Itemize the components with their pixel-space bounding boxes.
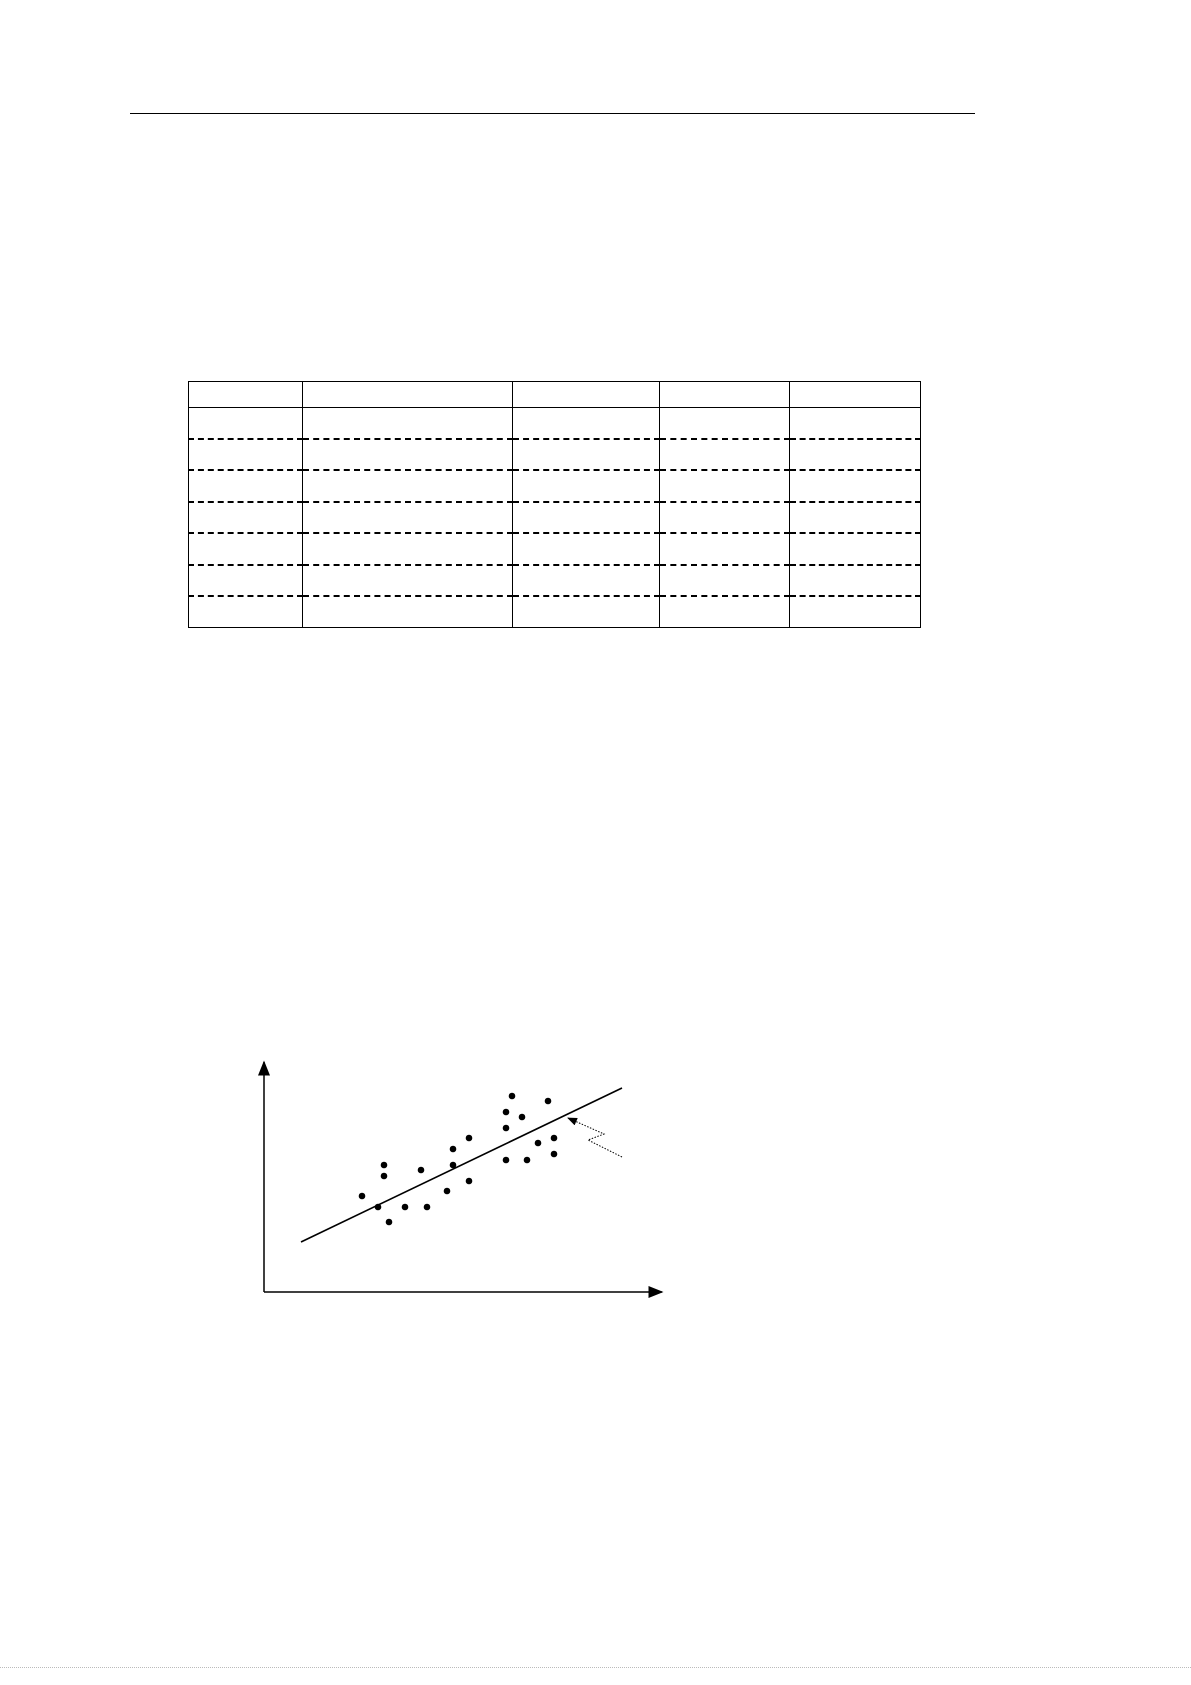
data-point bbox=[449, 1145, 457, 1153]
table-cell bbox=[789, 533, 921, 566]
data-point bbox=[358, 1192, 366, 1200]
table-cell bbox=[659, 501, 791, 534]
table-cell bbox=[187, 501, 304, 534]
table-cell bbox=[512, 407, 661, 440]
data-point bbox=[502, 1124, 510, 1132]
table-cell bbox=[187, 564, 304, 597]
data-point bbox=[417, 1166, 425, 1174]
data-point bbox=[443, 1187, 451, 1195]
table-cell bbox=[302, 407, 514, 440]
data-point bbox=[380, 1161, 388, 1169]
data-point bbox=[385, 1218, 393, 1226]
data-point bbox=[502, 1108, 510, 1116]
table-cell bbox=[187, 533, 304, 566]
table-cell bbox=[659, 596, 791, 628]
data-point bbox=[523, 1156, 531, 1164]
table-cell bbox=[659, 407, 791, 440]
data-point bbox=[465, 1134, 473, 1142]
data-point bbox=[508, 1092, 516, 1100]
table-cell bbox=[512, 381, 661, 408]
table-cell bbox=[659, 564, 791, 597]
table-row bbox=[187, 501, 921, 534]
table-cell bbox=[512, 533, 661, 566]
table-row bbox=[187, 438, 921, 471]
table-row bbox=[187, 596, 921, 628]
fit-line bbox=[300, 1087, 623, 1243]
table-cell bbox=[302, 596, 514, 628]
table-cell bbox=[302, 564, 514, 597]
table-cell bbox=[187, 407, 304, 440]
table-row bbox=[187, 407, 921, 440]
data-point bbox=[465, 1177, 473, 1185]
table-cell bbox=[187, 381, 304, 408]
table-cell bbox=[659, 438, 791, 471]
table-cell bbox=[789, 501, 921, 534]
table-cell bbox=[512, 564, 661, 597]
table-cell bbox=[789, 596, 921, 628]
table-cell bbox=[187, 470, 304, 503]
table-row bbox=[187, 564, 921, 597]
data-point bbox=[502, 1156, 510, 1164]
table-cell bbox=[302, 470, 514, 503]
footer-rule bbox=[0, 1667, 1191, 1668]
table-cell bbox=[302, 438, 514, 471]
table-cell bbox=[789, 470, 921, 503]
header-rule bbox=[130, 113, 975, 114]
table-cell bbox=[187, 438, 304, 471]
table-cell bbox=[512, 438, 661, 471]
data-point bbox=[544, 1097, 552, 1105]
table-row bbox=[187, 470, 921, 503]
table-cell bbox=[302, 381, 514, 408]
table-cell bbox=[659, 470, 791, 503]
table-row bbox=[187, 533, 921, 566]
table-cell bbox=[789, 381, 921, 408]
table-cell bbox=[512, 596, 661, 628]
data-point bbox=[550, 1150, 558, 1158]
data-point bbox=[550, 1134, 558, 1142]
data-point bbox=[423, 1203, 431, 1211]
data-point bbox=[518, 1113, 526, 1121]
table-cell bbox=[789, 438, 921, 471]
table-cell bbox=[789, 407, 921, 440]
annotation-arrow bbox=[567, 1117, 623, 1158]
table-cell bbox=[302, 501, 514, 534]
table-header-row bbox=[187, 381, 921, 408]
data-point bbox=[401, 1203, 409, 1211]
table-cell bbox=[512, 501, 661, 534]
data-point bbox=[449, 1161, 457, 1169]
table-cell bbox=[659, 533, 791, 566]
table-cell bbox=[789, 564, 921, 597]
empty-table bbox=[187, 381, 921, 628]
table-cell bbox=[302, 533, 514, 566]
data-point bbox=[380, 1172, 388, 1180]
data-point bbox=[534, 1139, 542, 1147]
